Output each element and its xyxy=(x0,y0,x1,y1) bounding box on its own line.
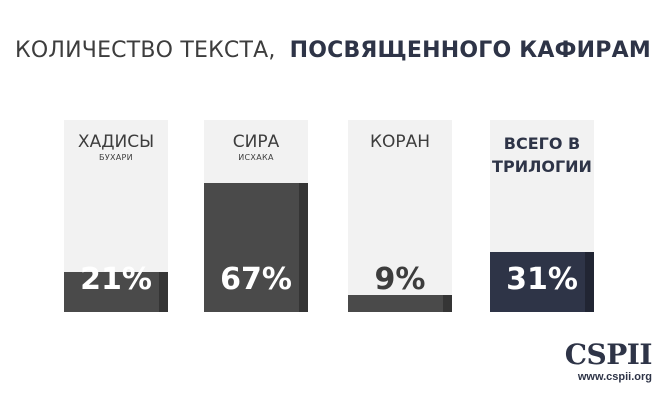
chart-title: КОЛИЧЕСТВО ТЕКСТА, ПОСВЯЩЕННОГО КАФИРАМ xyxy=(0,38,666,63)
bar-card-hadith: ХАДИСЫ БУХАРИ 21% xyxy=(64,120,168,312)
title-bold: ПОСВЯЩЕННОГО КАФИРАМ xyxy=(289,38,651,63)
logo-url: www.cspii.org xyxy=(577,371,652,383)
bar-label: КОРАН xyxy=(369,132,431,152)
bar-card-total: ВСЕГО В ТРИЛОГИИ 31% xyxy=(490,120,594,312)
bar-label: ВСЕГО В ТРИЛОГИИ xyxy=(492,134,592,176)
bar-fill xyxy=(490,252,594,312)
bar-value-label: 9% xyxy=(374,262,426,297)
bar-value-label: 31% xyxy=(506,262,578,297)
bar-sublabel: ИСХАКА xyxy=(238,153,274,162)
bar-value-label: 67% xyxy=(220,262,292,297)
bar-sublabel: БУХАРИ xyxy=(99,153,133,162)
bar-fill xyxy=(348,295,452,312)
bar-fill xyxy=(64,272,168,312)
bar-value-label: 21% xyxy=(80,262,152,297)
bar-fill xyxy=(204,183,308,312)
bar-card-quran: КОРАН 9% xyxy=(348,120,452,312)
cspii-logo: CSPII www.cspii.org xyxy=(564,338,653,384)
bar-label: СИРА xyxy=(232,132,280,152)
title-light: КОЛИЧЕСТВО ТЕКСТА, xyxy=(15,38,276,63)
logo-brand: CSPII xyxy=(564,338,653,371)
bar-label: ХАДИСЫ xyxy=(77,132,155,152)
bar-card-sira: СИРА ИСХАКА 67% xyxy=(204,120,308,312)
